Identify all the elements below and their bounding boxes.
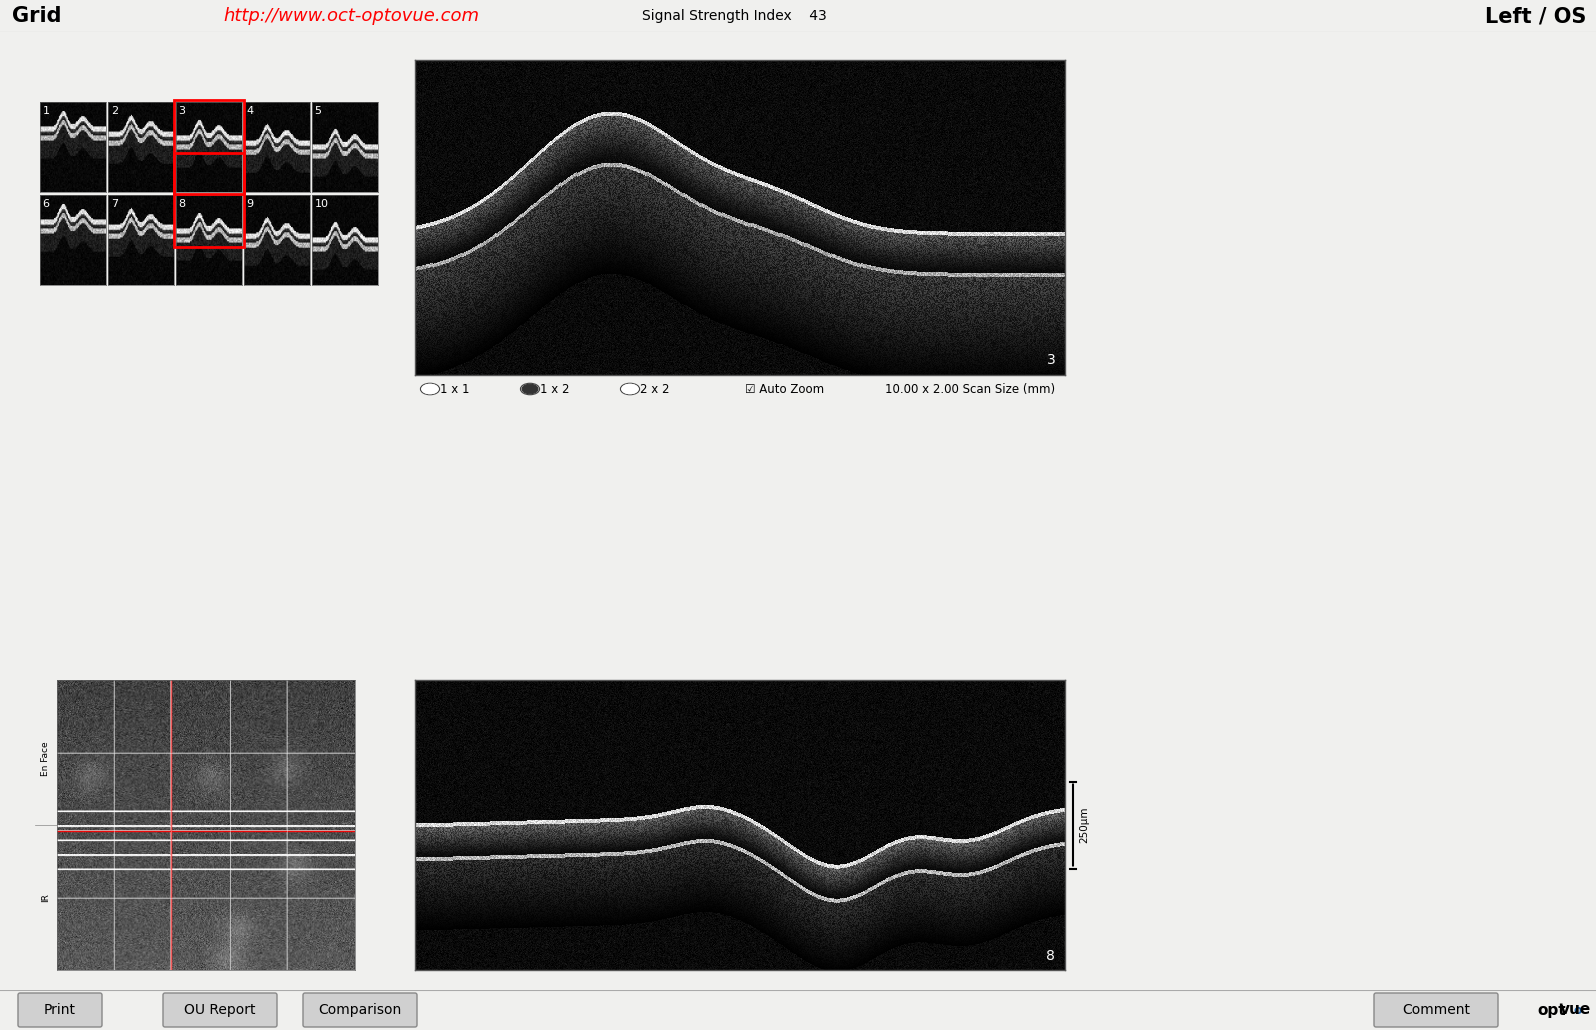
Text: 3: 3	[179, 106, 185, 115]
Text: ☑ Auto Zoom: ☑ Auto Zoom	[745, 382, 824, 396]
Text: http://www.oct-optovue.com: http://www.oct-optovue.com	[223, 7, 479, 25]
Text: vue: vue	[1559, 1002, 1591, 1018]
Text: Left / OS: Left / OS	[1484, 6, 1586, 26]
Text: 250μm: 250μm	[1079, 806, 1088, 844]
Text: 3: 3	[1047, 353, 1055, 367]
Circle shape	[522, 384, 538, 393]
Text: 6: 6	[43, 199, 49, 209]
Text: 9: 9	[247, 199, 254, 209]
Text: Grid: Grid	[13, 6, 62, 26]
Text: 10: 10	[314, 199, 329, 209]
Text: 8: 8	[1047, 949, 1055, 963]
Text: o: o	[1574, 1003, 1582, 1017]
Circle shape	[622, 384, 638, 393]
FancyBboxPatch shape	[163, 993, 278, 1027]
Text: 1 x 1: 1 x 1	[440, 382, 469, 396]
Text: 1: 1	[43, 106, 49, 115]
Text: Signal Strength Index    43: Signal Strength Index 43	[642, 9, 827, 23]
Text: 8: 8	[179, 199, 185, 209]
Text: 7: 7	[110, 199, 118, 209]
FancyBboxPatch shape	[1374, 993, 1499, 1027]
Text: 2 x 2: 2 x 2	[640, 382, 669, 396]
Text: Comparison: Comparison	[318, 1003, 402, 1017]
Text: Print: Print	[45, 1003, 77, 1017]
Text: En Face: En Face	[41, 741, 51, 776]
Text: IR: IR	[41, 893, 51, 902]
Text: 5: 5	[314, 106, 322, 115]
FancyBboxPatch shape	[303, 993, 417, 1027]
Text: 1 x 2: 1 x 2	[539, 382, 570, 396]
Text: 4: 4	[247, 106, 254, 115]
Circle shape	[421, 384, 437, 393]
FancyBboxPatch shape	[18, 993, 102, 1027]
Text: 10.00 x 2.00 Scan Size (mm): 10.00 x 2.00 Scan Size (mm)	[884, 382, 1055, 396]
Text: OU Report: OU Report	[184, 1003, 255, 1017]
Text: 2: 2	[110, 106, 118, 115]
Text: Comment: Comment	[1401, 1003, 1470, 1017]
Text: opt: opt	[1537, 1002, 1566, 1018]
